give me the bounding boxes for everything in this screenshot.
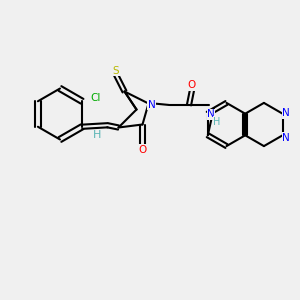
Text: H: H xyxy=(213,117,220,127)
Text: N: N xyxy=(207,110,215,119)
Text: O: O xyxy=(188,80,196,90)
Text: Cl: Cl xyxy=(90,93,101,103)
Text: H: H xyxy=(93,130,101,140)
Text: O: O xyxy=(138,145,147,154)
Text: N: N xyxy=(282,108,290,118)
Text: H: H xyxy=(93,130,101,140)
Text: S: S xyxy=(113,66,119,76)
Text: N: N xyxy=(148,100,155,110)
Text: N: N xyxy=(282,133,290,143)
